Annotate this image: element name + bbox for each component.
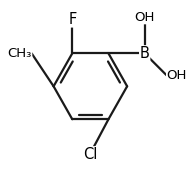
Text: Cl: Cl [83, 147, 97, 162]
Text: OH: OH [167, 69, 187, 82]
Text: CH₃: CH₃ [7, 47, 32, 60]
Text: B: B [140, 46, 150, 61]
Text: OH: OH [135, 11, 155, 24]
Text: F: F [68, 12, 76, 27]
